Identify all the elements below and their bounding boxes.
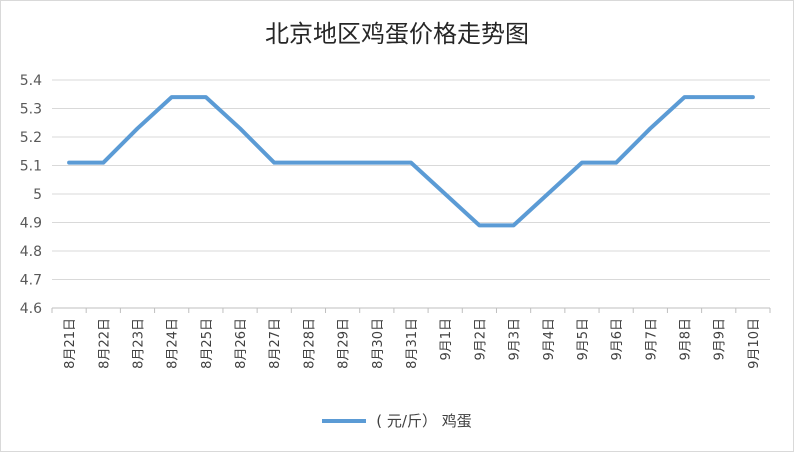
y-tick-label: 5.1 [20, 159, 42, 175]
x-tick-label: 9月8日 [679, 318, 694, 361]
x-tick-label: 9月4日 [542, 318, 557, 361]
y-tick-label: 4.6 [20, 301, 42, 317]
x-tick-label: 9月7日 [644, 318, 659, 361]
data-point [67, 161, 71, 165]
x-tick-label: 9月5日 [576, 318, 591, 361]
x-tick-label: 8月26日 [234, 318, 249, 369]
y-tick-label: 5.2 [20, 130, 42, 146]
x-tick-label: 8月23日 [131, 318, 146, 369]
y-tick-label: 5.4 [20, 73, 42, 89]
x-tick-label: 9月2日 [473, 318, 488, 361]
y-tick-label: 4.7 [20, 273, 42, 289]
data-point [546, 192, 550, 196]
x-tick-label: 9月3日 [508, 318, 523, 361]
x-tick-label: 8月31日 [405, 318, 420, 369]
data-point [306, 161, 310, 165]
data-point [580, 161, 584, 165]
data-point [443, 192, 447, 196]
x-tick-label: 8月25日 [200, 318, 215, 369]
gridlines [52, 79, 770, 280]
data-point [101, 161, 105, 165]
y-tick-label: 5 [33, 187, 42, 203]
data-point [512, 223, 516, 227]
data-point [614, 161, 618, 165]
x-tick-label: 8月21日 [63, 318, 78, 369]
x-tick-label: 8月29日 [337, 318, 352, 369]
x-tick-label: 8月28日 [302, 318, 317, 369]
data-point [204, 95, 208, 99]
legend-swatch [322, 418, 367, 423]
x-tick-label: 9月9日 [713, 318, 728, 361]
legend: ( 元/斤） 鸡蛋 [0, 410, 794, 431]
x-tick-labels: 8月21日 8月22日 8月23日 8月24日 8月25日 8月26日 8月27日 8月28日… [63, 318, 762, 369]
data-point [751, 95, 755, 99]
data-point [135, 126, 139, 130]
x-tick-label: 8月27日 [268, 318, 283, 369]
data-point [272, 161, 276, 165]
data-point [238, 126, 242, 130]
series-group [67, 95, 755, 228]
y-tick-label: 5.3 [20, 102, 42, 118]
x-tick-label: 9月1日 [439, 318, 454, 361]
data-point [648, 126, 652, 130]
x-tick-label: 8月24日 [166, 318, 181, 369]
series-line [67, 95, 755, 228]
y-tick-labels: 4.6 4.7 4.8 4.9 5 5.1 5.2 5.3 5.4 [20, 73, 42, 317]
data-point [375, 161, 379, 165]
data-point [717, 95, 721, 99]
x-tick-label: 8月30日 [371, 318, 386, 369]
x-tick-label: 9月10日 [747, 318, 762, 369]
axes [51, 307, 771, 313]
legend-label: ( 元/斤） 鸡蛋 [376, 412, 472, 430]
data-point [170, 95, 174, 99]
x-tick-label: 9月6日 [610, 318, 625, 361]
chart-title: 北京地区鸡蛋价格走势图 [265, 20, 529, 48]
y-tick-label: 4.9 [20, 216, 42, 232]
data-point [341, 161, 345, 165]
y-tick-label: 4.8 [20, 244, 42, 260]
data-point [477, 223, 481, 227]
data-point [683, 95, 687, 99]
x-tick-label: 8月22日 [97, 318, 112, 369]
data-point [409, 161, 413, 165]
